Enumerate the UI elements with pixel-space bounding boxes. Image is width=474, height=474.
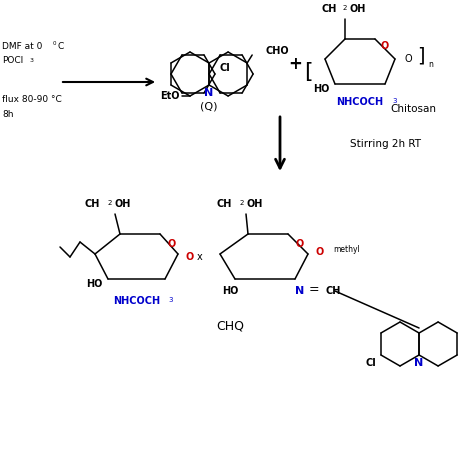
- Text: 2: 2: [108, 200, 112, 206]
- Text: ]: ]: [417, 46, 425, 65]
- Text: EtO: EtO: [161, 91, 180, 101]
- Text: N: N: [414, 358, 424, 368]
- Text: Cl: Cl: [219, 63, 230, 73]
- Text: O: O: [296, 239, 304, 249]
- Text: x: x: [197, 252, 203, 262]
- Text: 2: 2: [240, 200, 245, 206]
- Text: Stirring 2h RT: Stirring 2h RT: [350, 139, 421, 149]
- Text: NHCOCH: NHCOCH: [337, 97, 383, 107]
- Text: 2: 2: [343, 5, 347, 11]
- Text: 3: 3: [392, 98, 396, 104]
- Text: HO: HO: [87, 279, 103, 289]
- Text: O: O: [186, 252, 194, 262]
- Text: CHO: CHO: [265, 46, 289, 56]
- Text: methyl: methyl: [333, 245, 360, 254]
- Text: CHQ: CHQ: [216, 319, 244, 332]
- Text: CH: CH: [326, 286, 341, 296]
- Text: CH: CH: [322, 4, 337, 14]
- Text: [: [: [304, 62, 313, 82]
- Text: OH: OH: [247, 199, 264, 209]
- Text: flux 80-90 °C: flux 80-90 °C: [2, 94, 62, 103]
- Text: n: n: [428, 60, 433, 69]
- Text: +: +: [288, 55, 302, 73]
- Text: OH: OH: [115, 199, 131, 209]
- Text: O: O: [405, 54, 413, 64]
- Text: CH: CH: [217, 199, 232, 209]
- Text: NHCOCH: NHCOCH: [113, 296, 160, 306]
- Text: 3: 3: [168, 297, 173, 303]
- Text: N: N: [204, 88, 214, 98]
- Text: CH: CH: [85, 199, 100, 209]
- Text: POCl: POCl: [2, 55, 23, 64]
- Text: (Q): (Q): [201, 101, 218, 111]
- Text: HO: HO: [314, 84, 330, 94]
- Text: O: O: [316, 247, 324, 257]
- Text: Cl: Cl: [365, 358, 376, 368]
- Text: 0: 0: [53, 40, 56, 46]
- Text: N: N: [295, 286, 305, 296]
- Text: 8h: 8h: [2, 109, 13, 118]
- Text: O: O: [168, 239, 176, 249]
- Text: 3: 3: [30, 58, 34, 63]
- Text: Chitosan: Chitosan: [390, 104, 436, 114]
- Text: O: O: [381, 41, 389, 51]
- Text: HO: HO: [222, 286, 238, 296]
- Text: =: =: [309, 283, 319, 297]
- Text: C: C: [57, 42, 63, 51]
- Text: DMF at 0: DMF at 0: [2, 42, 42, 51]
- Text: OH: OH: [350, 4, 366, 14]
